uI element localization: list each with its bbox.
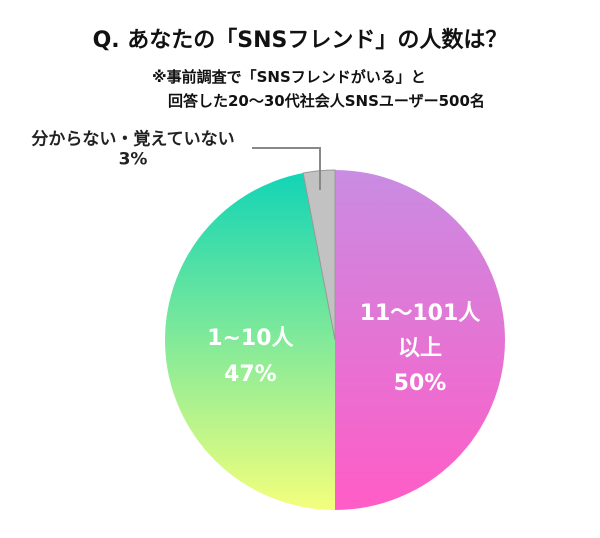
slice-label: 1~10人 47% <box>207 321 293 391</box>
slice-label: 分からない・覚えていない 3% <box>31 130 234 171</box>
category-label: 11～101人 以上 <box>359 300 481 361</box>
chart-title: Q. あなたの「SNSフレンド」の人数は？ <box>92 28 508 53</box>
leader-line <box>252 147 321 190</box>
pie-slice <box>165 173 335 510</box>
category-label: 1~10人 <box>207 326 294 352</box>
value-label: 47% <box>224 361 277 387</box>
value-label: 50% <box>393 371 447 397</box>
subtitle: 回答した20～30代社会人SNSユーザー500名 <box>168 92 485 110</box>
slice-label: 11～101人 以上 50% <box>360 296 481 402</box>
pie-slice <box>335 170 505 510</box>
value-label: 3% <box>118 150 148 170</box>
category-label: 分からない・覚えていない <box>31 129 235 150</box>
subtitle: ※事前調査で「SNSフレンドがいる」と <box>152 68 426 86</box>
